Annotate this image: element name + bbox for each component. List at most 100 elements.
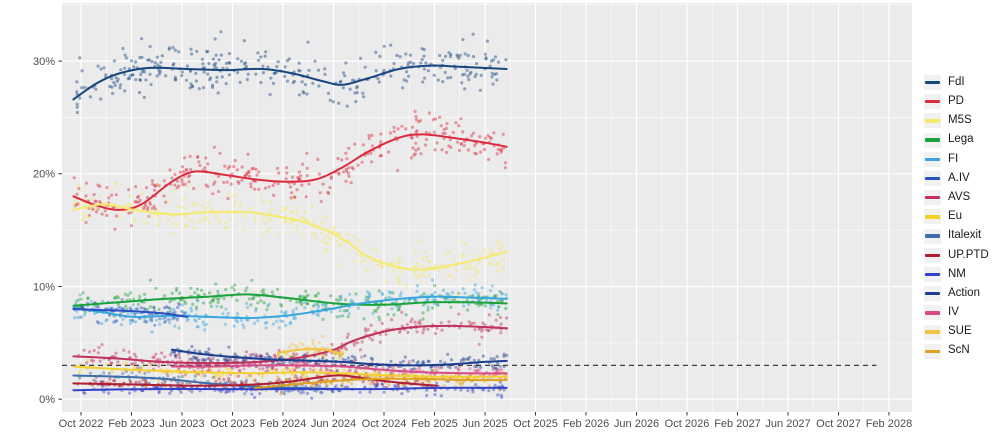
legend-swatch-icon xyxy=(925,196,940,200)
y-tick-label: 30% xyxy=(33,56,55,68)
legend-item-up-ptd: UP.PTD xyxy=(924,246,1000,265)
legend-item-nm: NM xyxy=(924,265,1000,284)
legend-label: M5S xyxy=(948,114,972,127)
trend-lines xyxy=(72,64,508,392)
x-tick-label: Feb 2024 xyxy=(260,418,306,430)
legend-swatch-icon xyxy=(925,157,940,162)
x-tick-label: Jun 2025 xyxy=(462,418,507,430)
legend-key-fdi xyxy=(924,75,941,91)
trend-line-up-ptd xyxy=(72,374,438,387)
legend-key-scn xyxy=(924,343,941,359)
legend-item-iv: IV xyxy=(924,303,1000,322)
legend-label: Action xyxy=(948,286,980,299)
x-tick-label: Oct 2022 xyxy=(59,418,104,430)
legend-item-avs: AVS xyxy=(924,188,1000,207)
legend-key-sue xyxy=(924,324,941,340)
legend-swatch-icon xyxy=(925,291,940,296)
legend-label: Eu xyxy=(948,210,963,223)
legend-item-sue: SUE xyxy=(924,322,1000,341)
y-axis-labels: 0% 10% 20% 30% xyxy=(33,56,55,406)
legend-label: UP.PTD xyxy=(948,248,989,261)
legend-key-m5s xyxy=(924,113,941,129)
legend-swatch-icon xyxy=(925,330,940,334)
legend-label: AVS xyxy=(948,190,971,203)
legend-label: IV xyxy=(948,306,959,319)
legend-label: PD xyxy=(948,95,964,108)
legend-key-a-iv xyxy=(924,171,941,187)
legend-swatch-icon xyxy=(925,253,940,257)
trend-line-a-iv xyxy=(72,308,189,318)
x-tick-label: Jun 2024 xyxy=(311,418,356,430)
trend-line-sue xyxy=(276,348,345,356)
legend-swatch-icon xyxy=(925,311,940,315)
trend-line-m5s xyxy=(72,203,508,271)
legend-label: Italexit xyxy=(948,229,982,242)
legend-key-nm xyxy=(924,266,941,282)
legend-key-action xyxy=(924,286,941,302)
legend-swatch-icon xyxy=(925,272,940,277)
chart-legend: FdI PD M5S Lega FI A.IV AVS Eu Italexit UP.PTD NM A… xyxy=(924,73,1000,361)
trend-line-iv xyxy=(170,364,508,375)
legend-key-iv xyxy=(924,305,941,321)
x-tick-label: Jun 2023 xyxy=(159,418,204,430)
legend-label: FI xyxy=(948,152,959,165)
trend-line-fdi xyxy=(72,64,508,101)
legend-key-fi xyxy=(924,151,941,167)
legend-label: A.IV xyxy=(948,171,970,184)
trend-line-scn xyxy=(254,377,508,389)
legend-swatch-icon xyxy=(925,176,940,181)
x-tick-label: Jun 2026 xyxy=(614,418,659,430)
x-axis-labels: Oct 2022 Feb 2023 Jun 2023 Oct 2023 Feb 2024… xyxy=(59,418,913,430)
y-tick-label: 20% xyxy=(33,169,55,181)
legend-label: NM xyxy=(948,267,966,280)
trend-line-action xyxy=(170,348,508,367)
x-tick-label: Feb 2025 xyxy=(411,418,457,430)
trend-line-nm xyxy=(72,386,508,392)
legend-item-lega: Lega xyxy=(924,131,1000,150)
legend-key-lega xyxy=(924,132,941,148)
legend-key-up-ptd xyxy=(924,247,941,263)
trend-line-pd xyxy=(72,133,508,211)
legend-item-italexit: Italexit xyxy=(924,227,1000,246)
legend-swatch-icon xyxy=(925,80,940,85)
legend-swatch-icon xyxy=(925,215,940,219)
legend-key-avs xyxy=(924,190,941,206)
scatter-fdi xyxy=(75,30,508,115)
legend-item-pd: PD xyxy=(924,92,1000,111)
x-tick-label: Oct 2027 xyxy=(816,418,861,430)
legend-swatch-icon xyxy=(925,234,940,238)
trend-line-eu xyxy=(72,365,508,378)
legend-label: Lega xyxy=(948,133,974,146)
legend-item-eu: Eu xyxy=(924,207,1000,226)
legend-item-action: Action xyxy=(924,284,1000,303)
legend-label: FdI xyxy=(948,75,965,88)
legend-label: ScN xyxy=(948,344,970,357)
legend-label: SUE xyxy=(948,325,972,338)
x-tick-label: Feb 2027 xyxy=(714,418,760,430)
y-tick-label: 0% xyxy=(39,394,55,406)
y-tick-label: 10% xyxy=(33,281,55,293)
legend-swatch-icon xyxy=(925,138,940,142)
x-tick-label: Oct 2025 xyxy=(513,418,558,430)
x-tick-label: Feb 2026 xyxy=(563,418,609,430)
grid-minor xyxy=(62,3,912,412)
trend-line-lega xyxy=(72,293,508,307)
trend-line-italexit xyxy=(72,374,340,391)
legend-swatch-icon xyxy=(925,119,940,123)
trend-line-avs xyxy=(72,324,508,365)
x-tick-label: Feb 2028 xyxy=(866,418,912,430)
legend-swatch-icon xyxy=(925,100,940,104)
x-tick-label: Oct 2024 xyxy=(362,418,407,430)
trend-line-fi xyxy=(72,295,508,320)
x-tick-label: Jun 2027 xyxy=(765,418,810,430)
legend-item-m5s: M5S xyxy=(924,111,1000,130)
legend-item-fi: FI xyxy=(924,150,1000,169)
x-tick-label: Oct 2023 xyxy=(210,418,255,430)
legend-item-scn: ScN xyxy=(924,342,1000,361)
legend-item-a-iv: A.IV xyxy=(924,169,1000,188)
x-tick-label: Oct 2026 xyxy=(665,418,710,430)
legend-key-italexit xyxy=(924,228,941,244)
legend-key-eu xyxy=(924,209,941,225)
